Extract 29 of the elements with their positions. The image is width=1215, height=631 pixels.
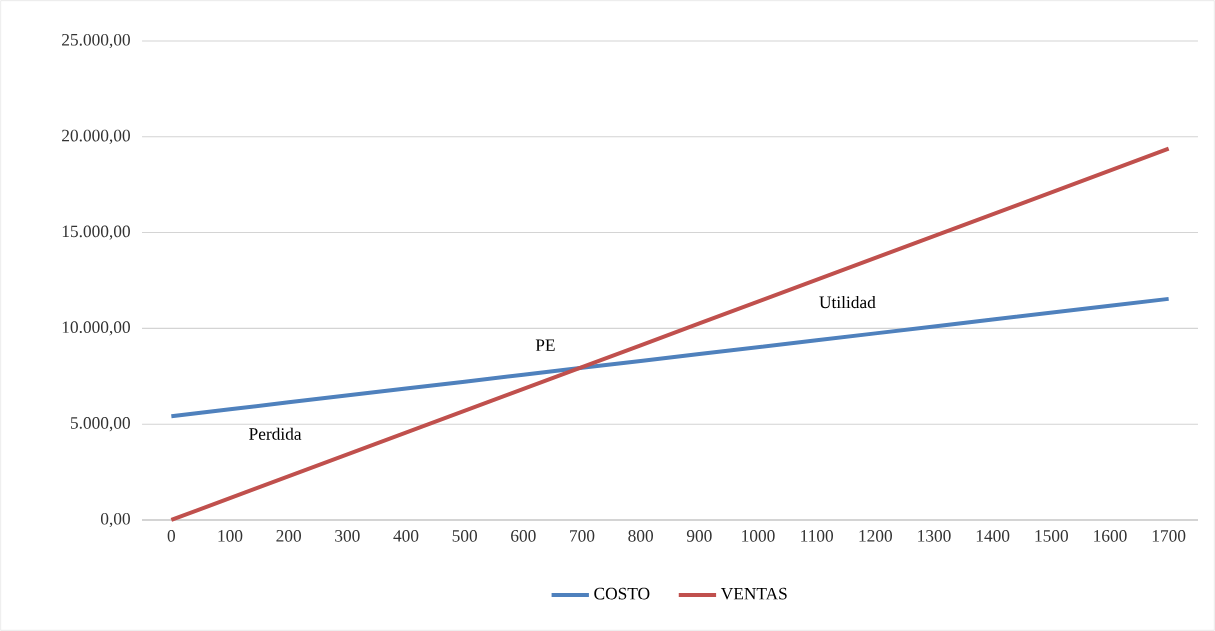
y-tick-label: 25.000,00 xyxy=(62,33,130,49)
legend-label: COSTO xyxy=(594,587,650,600)
y-tick-label: 10.000,00 xyxy=(62,321,130,336)
x-tick-label: 1500 xyxy=(1035,530,1069,542)
x-tick-label: 1600 xyxy=(1094,530,1127,542)
x-tick-label: 1300 xyxy=(918,530,951,542)
x-tick-label: 1700 xyxy=(1152,530,1186,542)
y-tick-label: 0,00 xyxy=(100,512,130,528)
x-tick-label: 1400 xyxy=(976,530,1010,542)
y-tick-label: 20.000,00 xyxy=(62,129,130,144)
x-tick-label: 800 xyxy=(628,530,654,542)
x-tick-label: 700 xyxy=(570,530,595,542)
x-tick-label: 0 xyxy=(167,530,176,542)
x-tick-label: 500 xyxy=(452,530,478,542)
annotation: Utilidad xyxy=(819,295,876,309)
annotation: Perdida xyxy=(249,427,302,440)
x-tick-label: 100 xyxy=(218,530,243,542)
annotation: PE xyxy=(535,339,555,351)
x-tick-label: 1100 xyxy=(801,530,834,542)
y-tick-label: 5.000,00 xyxy=(70,417,130,432)
x-tick-label: 400 xyxy=(393,530,419,542)
x-tick-label: 900 xyxy=(686,530,712,542)
x-tick-label: 1000 xyxy=(742,530,775,542)
x-tick-label: 1200 xyxy=(859,530,893,542)
x-tick-label: 600 xyxy=(511,530,536,542)
x-tick-label: 300 xyxy=(335,530,360,542)
y-tick-label: 15.000,00 xyxy=(62,225,130,240)
legend-label: VENTAS xyxy=(720,587,787,600)
x-tick-label: 200 xyxy=(276,530,302,542)
